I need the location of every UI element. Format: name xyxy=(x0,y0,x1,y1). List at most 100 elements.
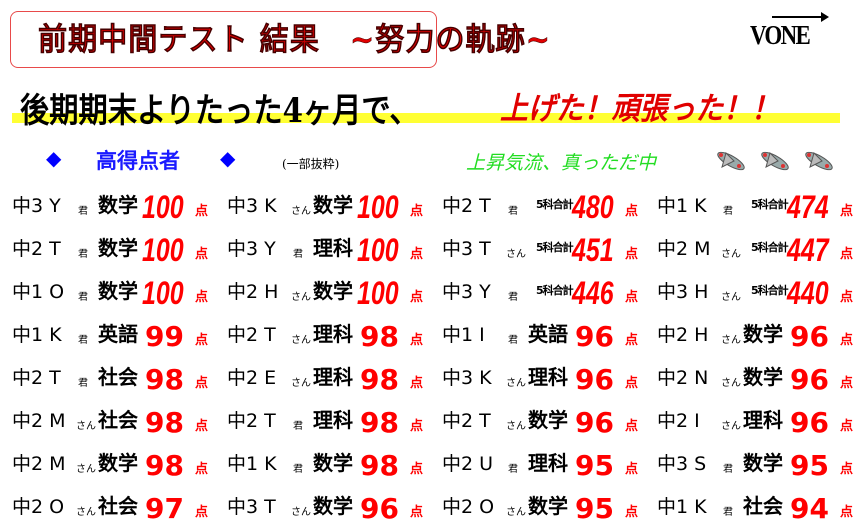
score: 446 xyxy=(572,275,614,311)
unit-label: 点 xyxy=(840,247,854,262)
honorific: さん xyxy=(506,421,526,432)
score: 95 xyxy=(790,449,829,482)
score-entry: 中3 Y 君 5科合計 446 点 xyxy=(442,270,657,311)
score: 96 xyxy=(790,320,829,353)
student-name: 中2 O xyxy=(442,496,495,518)
unit-label: 点 xyxy=(195,204,209,219)
diamond-icon: ◆ xyxy=(220,146,236,170)
unit-label: 点 xyxy=(840,376,854,391)
honorific: さん xyxy=(506,249,526,260)
score-entry: 中2 O さん 社会 97 点 xyxy=(12,485,227,525)
unit-label: 点 xyxy=(625,505,639,520)
logo-arrow-icon xyxy=(772,12,829,22)
section-title: 高得点者 xyxy=(96,149,180,173)
honorific: 君 xyxy=(508,292,518,303)
subject: 数学 xyxy=(743,451,783,475)
student-name: 中2 T xyxy=(442,195,491,217)
score: 98 xyxy=(360,320,399,353)
subject: 理科 xyxy=(313,236,353,260)
airplane-icon xyxy=(756,147,794,175)
score: 98 xyxy=(145,406,184,439)
honorific: さん xyxy=(721,421,741,432)
student-name: 中3 K xyxy=(442,367,492,389)
subject: 理科 xyxy=(313,365,353,389)
score-entry: 中3 K さん 理科 96 点 xyxy=(442,356,657,396)
subject: 理科 xyxy=(528,451,568,475)
subject: 5科合計 xyxy=(751,198,789,211)
score-entry: 中2 T 君数学 100 点 xyxy=(12,227,227,268)
subject: 数学 xyxy=(98,193,138,217)
score: 474 xyxy=(787,189,829,225)
unit-label: 点 xyxy=(625,419,639,434)
score-entry: 中2 M さん 5科合計 447 点 xyxy=(657,227,856,268)
score: 96 xyxy=(575,363,614,396)
subject: 理科 xyxy=(313,408,353,432)
subject: 5科合計 xyxy=(751,284,789,297)
subject: 数学 xyxy=(743,365,783,389)
honorific: 君 xyxy=(723,507,733,518)
score: 100 xyxy=(142,232,184,268)
unit-label: 点 xyxy=(195,333,209,348)
airplane-icon xyxy=(800,147,838,175)
subject: 数学 xyxy=(313,279,353,303)
unit-label: 点 xyxy=(625,247,639,262)
subject: 5科合計 xyxy=(751,241,789,254)
score: 96 xyxy=(575,406,614,439)
score-entry: 中1 K 君 5科合計 474 点 xyxy=(657,184,856,225)
honorific: さん xyxy=(721,378,741,389)
student-name: 中2 N xyxy=(657,367,709,389)
honorific: さん xyxy=(76,464,96,475)
score-entry: 中2 T 君理科 98 点 xyxy=(227,399,442,439)
score-entry: 中2 U 君理科 95 点 xyxy=(442,442,657,482)
subject: 英語 xyxy=(98,322,138,346)
subject: 数学 xyxy=(98,236,138,260)
score-entry: 中3 H さん 5科合計 440 点 xyxy=(657,270,856,311)
honorific: 君 xyxy=(78,378,88,389)
unit-label: 点 xyxy=(195,505,209,520)
unit-label: 点 xyxy=(840,462,854,477)
score: 99 xyxy=(145,320,184,353)
score-entry: 中2 H さん 数学 100 点 xyxy=(227,270,442,311)
unit-label: 点 xyxy=(410,204,424,219)
honorific: 君 xyxy=(293,464,303,475)
score-entry: 中1 K 君数学 98 点 xyxy=(227,442,442,482)
honorific: 君 xyxy=(508,335,518,346)
score: 100 xyxy=(142,275,184,311)
unit-label: 点 xyxy=(410,419,424,434)
score: 100 xyxy=(142,189,184,225)
student-name: 中1 K xyxy=(657,195,707,217)
airplane-icon xyxy=(712,147,750,175)
score-entry: 中1 K 君社会 94 点 xyxy=(657,485,856,525)
student-name: 中3 Y xyxy=(12,195,61,217)
unit-label: 点 xyxy=(410,505,424,520)
score: 100 xyxy=(357,232,399,268)
banner-emphasis: 上げた！頑張った！！ xyxy=(500,91,779,127)
student-name: 中2 U xyxy=(442,453,494,475)
unit-label: 点 xyxy=(840,290,854,305)
honorific: 君 xyxy=(78,335,88,346)
honorific: さん xyxy=(76,421,96,432)
honorific: 君 xyxy=(508,464,518,475)
honorific: さん xyxy=(506,378,526,389)
student-name: 中2 M xyxy=(657,238,711,260)
subject: 社会 xyxy=(98,494,138,518)
subject: 5科合計 xyxy=(536,241,574,254)
honorific: 君 xyxy=(293,421,303,432)
student-name: 中3 T xyxy=(227,496,276,518)
unit-label: 点 xyxy=(195,419,209,434)
unit-label: 点 xyxy=(840,419,854,434)
honorific: さん xyxy=(291,206,311,217)
unit-label: 点 xyxy=(625,290,639,305)
student-name: 中3 T xyxy=(442,238,491,260)
subject: 数学 xyxy=(98,451,138,475)
slogan: 上昇気流、真っただ中 xyxy=(466,152,657,174)
student-name: 中2 I xyxy=(657,410,700,432)
subject: 数学 xyxy=(313,193,353,217)
highlight-bar xyxy=(12,113,840,123)
subject: 社会 xyxy=(98,408,138,432)
student-name: 中1 O xyxy=(12,281,65,303)
score-entry: 中3 K さん 数学 100 点 xyxy=(227,184,442,225)
page-title: 前期中間テスト 結果 ~努力の軌跡~ xyxy=(38,22,552,59)
score-entry: 中3 T さん 数学 96 点 xyxy=(227,485,442,525)
subject: 数学 xyxy=(528,408,568,432)
